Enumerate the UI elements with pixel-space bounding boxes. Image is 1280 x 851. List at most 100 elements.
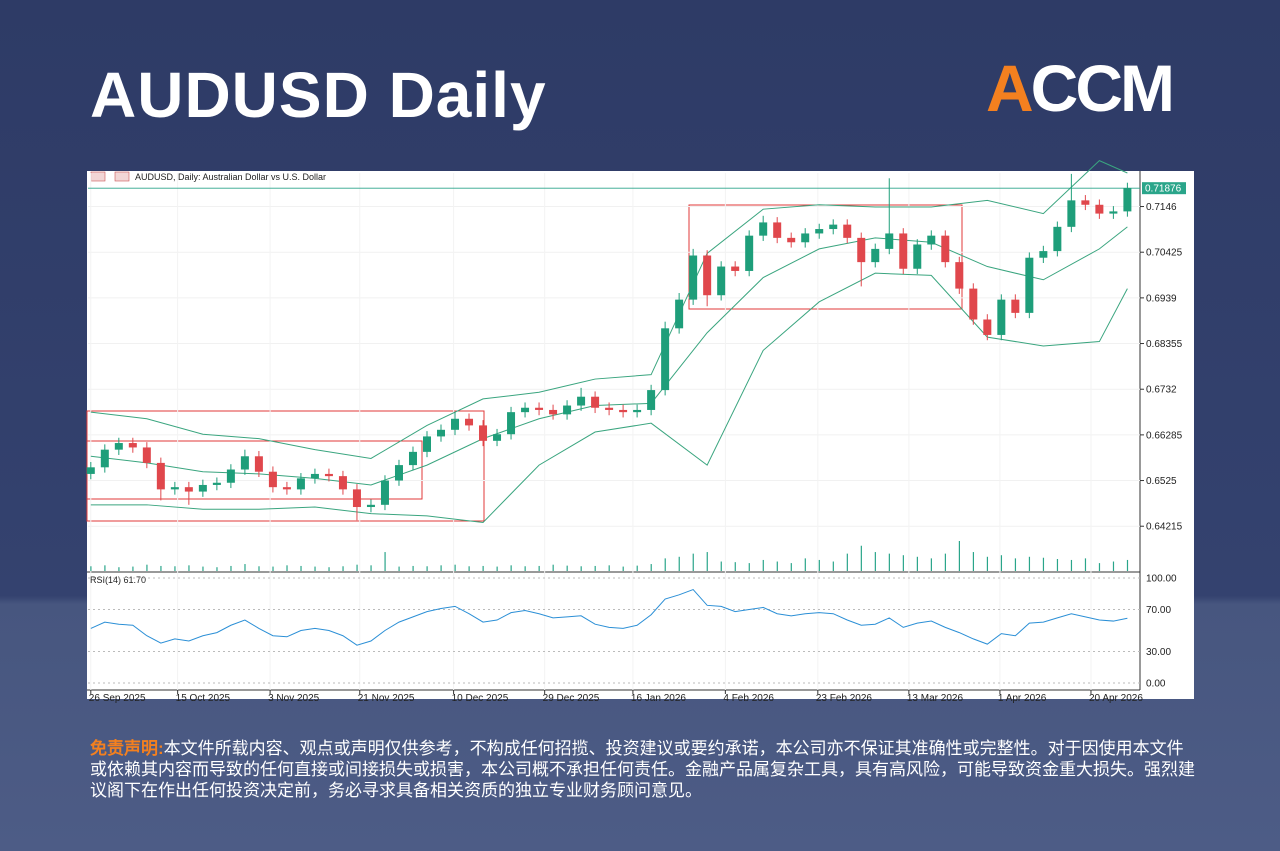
volume-bar bbox=[790, 563, 792, 571]
y-tick-label: 0.6732 bbox=[1146, 385, 1177, 396]
candle-body bbox=[380, 480, 389, 505]
candle-body bbox=[717, 266, 726, 296]
y-tick-label: 0.6939 bbox=[1146, 293, 1177, 304]
plot-layer: 0.64215 0.6525 0.66285 0.6732 0.68355 0.6939 0… bbox=[86, 160, 1186, 704]
volume-bar bbox=[482, 565, 484, 571]
y-tick-label: 0.68355 bbox=[1146, 339, 1183, 350]
candle-body bbox=[1039, 251, 1048, 258]
candle-body bbox=[128, 443, 137, 448]
volume-bar bbox=[594, 565, 596, 571]
candle-body bbox=[479, 425, 488, 441]
volume-bar bbox=[370, 565, 372, 571]
x-tick-label: 15 Oct 2025 bbox=[176, 693, 231, 704]
volume-bar bbox=[636, 565, 638, 571]
volume-bar bbox=[762, 559, 764, 571]
volume-bar bbox=[678, 556, 680, 571]
logo: ACCM bbox=[986, 51, 1175, 125]
candle-body bbox=[745, 235, 754, 271]
volume-bar bbox=[314, 566, 316, 571]
candle-body bbox=[1053, 226, 1062, 252]
candle-body bbox=[142, 447, 151, 463]
toolbar-icon bbox=[90, 171, 106, 182]
volume-bar bbox=[454, 564, 456, 571]
rsi-tick-label: 100.00 bbox=[1146, 574, 1177, 585]
volume-bar bbox=[874, 552, 876, 571]
candle-body bbox=[1025, 257, 1034, 313]
candle-body bbox=[324, 473, 333, 477]
candle-body bbox=[451, 418, 460, 430]
volume-bar bbox=[958, 541, 960, 571]
candle-body bbox=[871, 248, 880, 263]
disclaimer-label: 免责声明: bbox=[90, 739, 164, 758]
y-tick-label: 0.7146 bbox=[1146, 202, 1177, 213]
volume-bar bbox=[804, 558, 806, 571]
candle-body bbox=[184, 487, 193, 492]
candle-body bbox=[885, 233, 894, 249]
volume-bar bbox=[608, 565, 610, 571]
last-price-box bbox=[1142, 182, 1186, 195]
volume-bar bbox=[272, 566, 274, 571]
rsi-line bbox=[90, 588, 1128, 646]
volume-bar bbox=[216, 567, 218, 571]
rsi-tick-label: 0.00 bbox=[1146, 678, 1166, 689]
candle-body bbox=[1011, 299, 1020, 313]
candle-body bbox=[352, 489, 361, 508]
volume-bar bbox=[440, 565, 442, 571]
candle-body bbox=[563, 405, 572, 415]
x-tick-label: 10 Dec 2025 bbox=[452, 693, 509, 704]
toolbar-icon bbox=[114, 171, 130, 182]
volume-bar bbox=[244, 564, 246, 571]
candle-body bbox=[493, 434, 502, 441]
candle-body bbox=[282, 487, 291, 490]
volume-bar bbox=[1084, 558, 1087, 571]
volume-bar bbox=[496, 566, 498, 571]
volume-bar bbox=[328, 567, 330, 571]
candle-body bbox=[310, 473, 319, 479]
volume-bar bbox=[1070, 559, 1073, 571]
candle-body bbox=[86, 467, 95, 474]
candle-body bbox=[549, 409, 558, 415]
candle-body bbox=[591, 396, 600, 408]
candle-body bbox=[787, 237, 796, 243]
volume-bar bbox=[202, 566, 204, 571]
candle-body bbox=[927, 235, 936, 245]
range-box bbox=[86, 410, 485, 522]
volume-bar bbox=[300, 565, 302, 571]
band-line bbox=[90, 272, 1128, 523]
volume-bar bbox=[692, 553, 694, 571]
band-line bbox=[90, 160, 1128, 460]
candle-body bbox=[212, 482, 221, 485]
volume-bar bbox=[538, 565, 540, 571]
volume-bar bbox=[468, 566, 470, 571]
volume-bar bbox=[132, 566, 134, 571]
volume-bar bbox=[342, 566, 344, 571]
volume-bar bbox=[1000, 555, 1003, 571]
volume-bar bbox=[510, 565, 512, 571]
disclaimer-text: 本文件所载内容、观点或声明仅供参考，不构成任何招揽、投资建议或要约承诺，本公司亦… bbox=[90, 739, 1195, 800]
band-line bbox=[90, 226, 1128, 486]
volume-bar bbox=[1112, 561, 1115, 571]
volume-bar bbox=[916, 556, 918, 571]
volume-bar bbox=[104, 565, 106, 571]
rsi-tick-label: 70.00 bbox=[1146, 605, 1171, 616]
x-tick-label: 20 Apr 2026 bbox=[1089, 693, 1143, 704]
candle-body bbox=[170, 487, 179, 490]
y-tick-label: 0.66285 bbox=[1146, 430, 1183, 441]
candle-body bbox=[843, 224, 852, 238]
volume-bar bbox=[888, 553, 890, 571]
y-tick-label: 0.6525 bbox=[1146, 476, 1177, 487]
volume-bar bbox=[426, 566, 428, 571]
candle-body bbox=[100, 449, 109, 468]
rsi-tick-label: 30.00 bbox=[1146, 647, 1171, 658]
volume-bar bbox=[748, 563, 750, 571]
volume-bar bbox=[230, 565, 232, 571]
volume-bar bbox=[258, 566, 260, 571]
volume-bar bbox=[118, 567, 120, 571]
candle-body bbox=[296, 478, 305, 490]
volume-bar bbox=[1126, 559, 1129, 571]
volume-bar bbox=[622, 566, 624, 571]
candle-body bbox=[465, 418, 474, 426]
candle-body bbox=[647, 390, 656, 410]
